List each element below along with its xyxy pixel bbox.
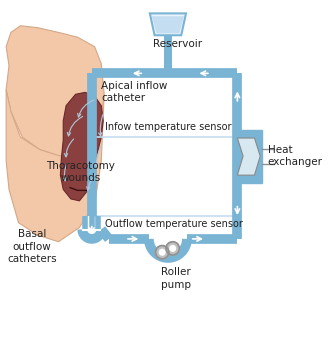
Polygon shape xyxy=(6,89,104,242)
Polygon shape xyxy=(60,92,103,201)
Polygon shape xyxy=(237,138,260,175)
Text: Basal
outflow
catheters: Basal outflow catheters xyxy=(7,229,57,264)
Circle shape xyxy=(170,246,175,251)
Text: Thoracotomy
wounds: Thoracotomy wounds xyxy=(46,161,115,183)
Circle shape xyxy=(160,249,165,255)
Polygon shape xyxy=(150,14,186,35)
Circle shape xyxy=(166,242,179,255)
Text: Roller
pump: Roller pump xyxy=(161,267,190,290)
FancyBboxPatch shape xyxy=(235,130,262,183)
Circle shape xyxy=(156,246,169,259)
Text: Apical inflow
catheter: Apical inflow catheter xyxy=(101,81,168,103)
Text: Heat
exchanger: Heat exchanger xyxy=(268,145,323,167)
Text: Infow temperature sensor: Infow temperature sensor xyxy=(105,122,232,132)
Polygon shape xyxy=(152,16,184,33)
Text: Outflow temperature sensor: Outflow temperature sensor xyxy=(105,219,243,229)
Text: Reservoir: Reservoir xyxy=(153,39,202,49)
FancyBboxPatch shape xyxy=(164,35,172,73)
Polygon shape xyxy=(6,26,104,156)
